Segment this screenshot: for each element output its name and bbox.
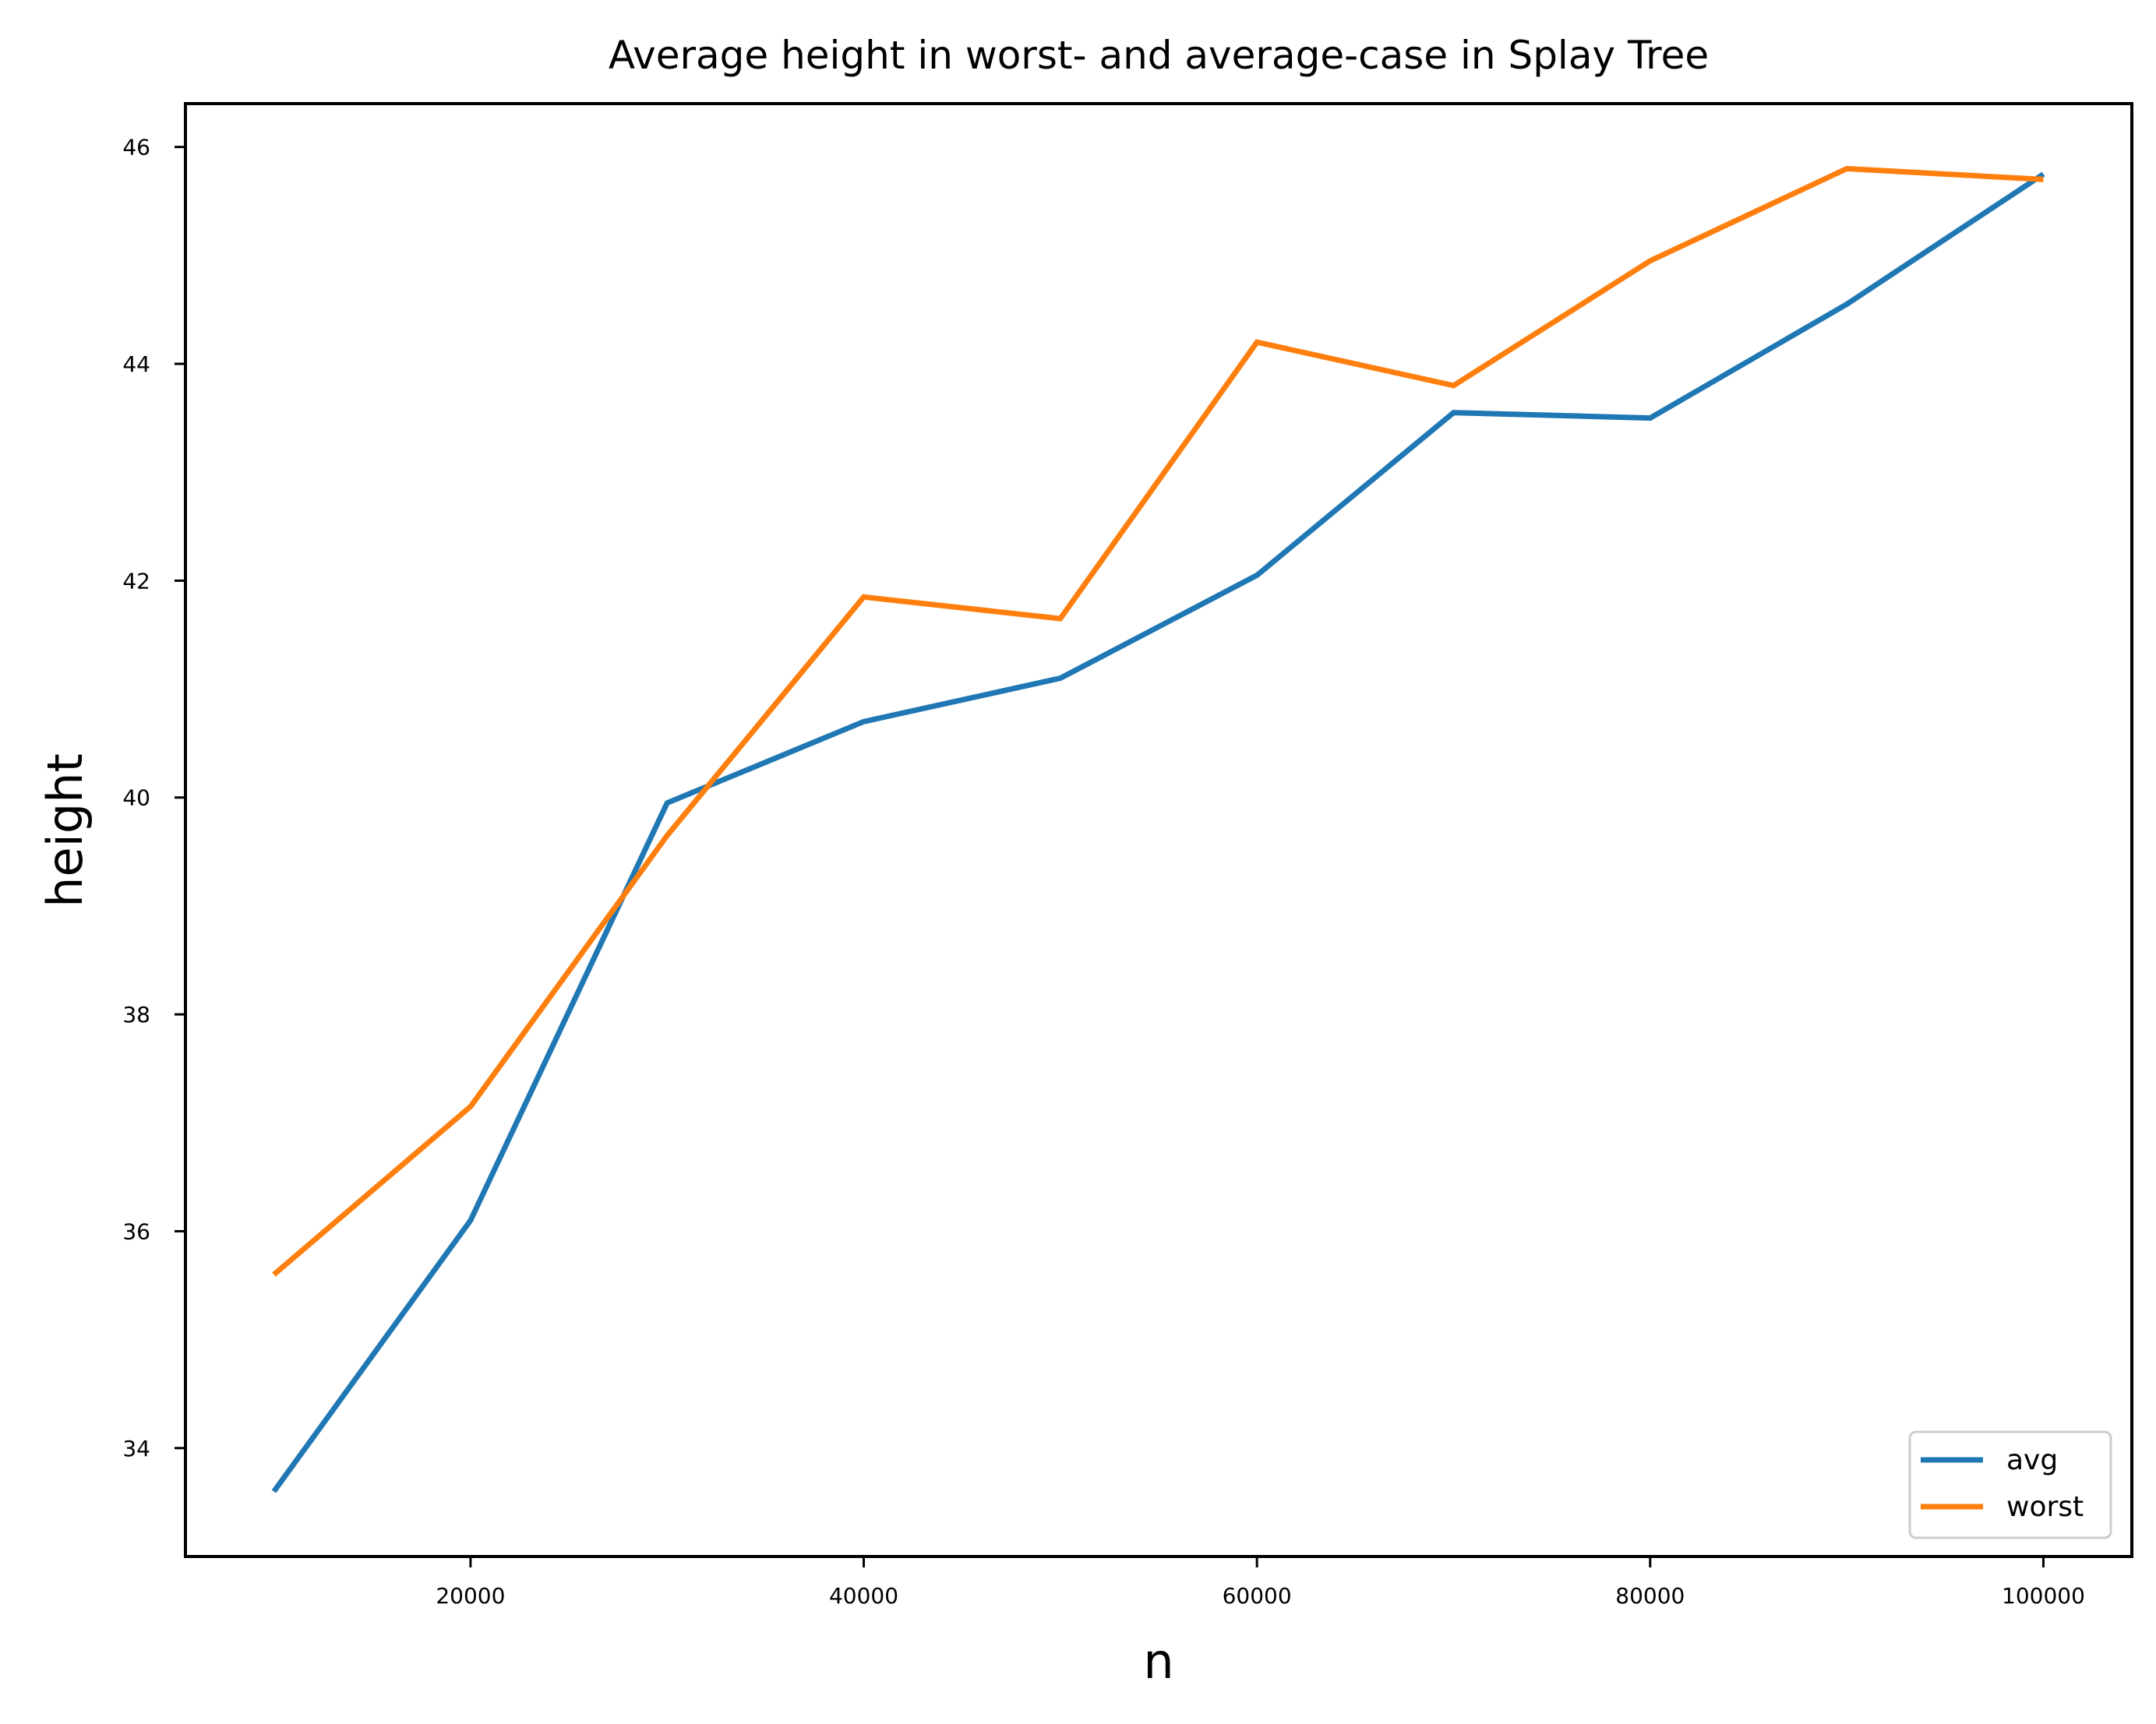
legend: avg worst <box>1908 1430 2112 1539</box>
y-tick-label: 46 <box>122 135 150 160</box>
y-tick-label: 34 <box>122 1436 150 1461</box>
y-tick-label: 44 <box>122 351 150 377</box>
y-tick-label: 38 <box>122 1002 150 1028</box>
legend-label-worst: worst <box>2006 1491 2084 1523</box>
plot-area <box>271 165 2045 1493</box>
chart-title: Average height in worst- and average-cas… <box>609 33 1709 78</box>
y-axis-ticks: 34 36 38 40 42 44 46 <box>122 135 185 1461</box>
x-tick-label: 40000 <box>829 1583 898 1609</box>
axes-frame <box>184 102 2133 1558</box>
series-line-worst <box>272 165 2044 1277</box>
y-axis-label: height <box>37 753 94 908</box>
y-tick-label: 36 <box>122 1218 150 1244</box>
x-tick-label: 80000 <box>1615 1583 1685 1609</box>
x-axis-label: n <box>1143 1633 1173 1690</box>
x-tick-label: 100000 <box>2002 1583 2085 1609</box>
y-tick-label: 40 <box>122 785 150 811</box>
y-tick-label: 42 <box>122 568 150 594</box>
x-axis-ticks: 20000 40000 60000 80000 100000 <box>436 1557 2085 1609</box>
x-tick-label: 60000 <box>1223 1583 1292 1609</box>
series-line-avg <box>271 171 2045 1493</box>
legend-label-avg: avg <box>2006 1444 2058 1476</box>
x-tick-label: 20000 <box>436 1583 505 1609</box>
